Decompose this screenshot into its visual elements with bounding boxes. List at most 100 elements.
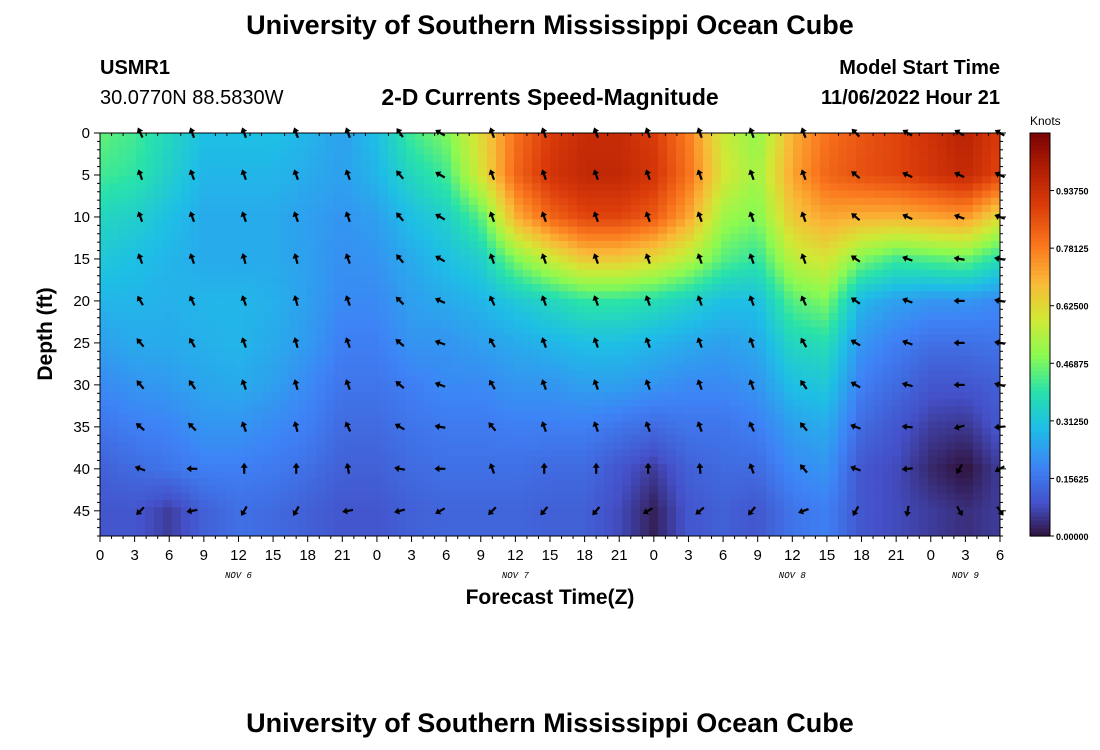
heatmap-cell (271, 197, 281, 206)
heatmap-cell (271, 262, 281, 271)
heatmap-cell (307, 356, 317, 364)
heatmap-cell (523, 320, 533, 328)
heatmap-cell (604, 435, 614, 444)
heatmap-cell (217, 406, 227, 415)
heatmap-cell (559, 428, 569, 436)
heatmap-cell (289, 255, 299, 264)
heatmap-cell (325, 464, 335, 472)
heatmap-cell (631, 291, 641, 300)
heatmap-cell (766, 276, 776, 285)
heatmap-cell (892, 248, 902, 256)
heatmap-cell (766, 334, 776, 343)
heatmap-cell (442, 183, 452, 192)
heatmap-cell (523, 226, 533, 235)
heatmap-cell (118, 449, 128, 458)
heatmap-cell (577, 204, 587, 213)
heatmap-cell (946, 262, 956, 271)
heatmap-cell (181, 406, 191, 415)
heatmap-cell (865, 320, 875, 328)
heatmap-cell (190, 485, 200, 494)
heatmap-cell (199, 406, 209, 415)
heatmap-cell (316, 464, 326, 472)
heatmap-cell (982, 399, 992, 408)
heatmap-cell (109, 464, 119, 472)
heatmap-cell (973, 413, 983, 422)
heatmap-cell (937, 168, 947, 177)
heatmap-cell (784, 255, 794, 264)
heatmap-cell (487, 262, 497, 271)
heatmap-cell (892, 377, 902, 386)
heatmap-cell (181, 183, 191, 192)
heatmap-cell (928, 291, 938, 300)
heatmap-cell (379, 147, 389, 156)
heatmap-cell (118, 140, 128, 148)
heatmap-cell (991, 435, 1000, 444)
heatmap-cell (550, 204, 560, 213)
heatmap-cell (415, 291, 425, 300)
heatmap-cell (685, 219, 695, 228)
heatmap-cell (226, 161, 236, 170)
heatmap-cell (505, 168, 515, 177)
heatmap-cell (100, 204, 110, 213)
heatmap-cell (271, 363, 281, 372)
heatmap-cell (847, 471, 857, 480)
heatmap-cell (181, 240, 191, 249)
heatmap-cell (244, 262, 254, 271)
heatmap-cell (208, 133, 218, 141)
heatmap-cell (109, 399, 119, 408)
heatmap-cell (460, 133, 470, 141)
heatmap-cell (226, 363, 236, 372)
heatmap-cell (262, 449, 272, 458)
heatmap-cell (991, 399, 1000, 408)
heatmap-cell (937, 204, 947, 213)
heatmap-cell (163, 442, 173, 451)
heatmap-cell (325, 341, 335, 350)
heatmap-cell (982, 348, 992, 357)
heatmap-cell (460, 449, 470, 458)
heatmap-cell (613, 190, 623, 199)
heatmap-cell (604, 312, 614, 321)
heatmap-cell (343, 312, 353, 321)
heatmap-cell (325, 284, 335, 292)
heatmap-cell (982, 133, 992, 141)
heatmap-cell (757, 204, 767, 213)
heatmap-cell (289, 356, 299, 364)
heatmap-cell (541, 312, 551, 321)
heatmap-cell (352, 384, 362, 393)
heatmap-cell (316, 478, 326, 487)
heatmap-cell (334, 334, 344, 343)
heatmap-cell (451, 356, 461, 364)
heatmap-cell (757, 168, 767, 177)
heatmap-cell (586, 341, 596, 350)
heatmap-cell (955, 248, 965, 256)
heatmap-cell (937, 348, 947, 357)
heatmap-cell (829, 356, 839, 364)
heatmap-cell (658, 327, 668, 336)
heatmap-cell (289, 406, 299, 415)
heatmap-cell (865, 190, 875, 199)
heatmap-cell (307, 341, 317, 350)
heatmap-cell (442, 341, 452, 350)
heatmap-cell (199, 348, 209, 357)
heatmap-cell (100, 161, 110, 170)
heatmap-cell (307, 348, 317, 357)
heatmap-cell (550, 413, 560, 422)
heatmap-cell (289, 341, 299, 350)
heatmap-cell (514, 377, 524, 386)
heatmap-cell (127, 449, 137, 458)
heatmap-cell (712, 154, 722, 163)
heatmap-cell (370, 233, 380, 242)
heatmap-cell (217, 255, 227, 264)
heatmap-cell (991, 363, 1000, 372)
heatmap-cell (532, 197, 542, 206)
heatmap-cell (631, 449, 641, 458)
heatmap-cell (460, 284, 470, 292)
heatmap-cell (127, 233, 137, 242)
heatmap-cell (289, 334, 299, 343)
heatmap-cell (613, 154, 623, 163)
heatmap-cell (541, 154, 551, 163)
heatmap-cell (955, 428, 965, 436)
heatmap-cell (208, 320, 218, 328)
heatmap-cell (415, 456, 425, 465)
heatmap-cell (415, 363, 425, 372)
